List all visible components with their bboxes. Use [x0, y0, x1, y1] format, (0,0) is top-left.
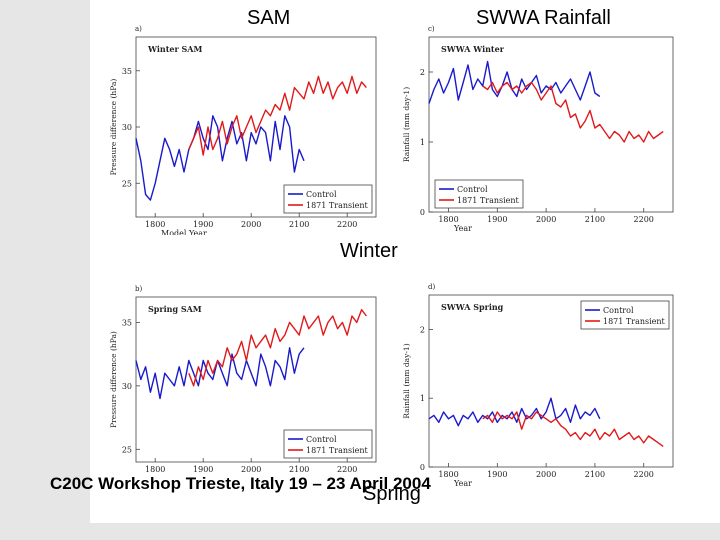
y-tick-label: 30	[122, 123, 132, 132]
heading-swwa-rainfall: SWWA Rainfall	[476, 7, 611, 29]
series-line-control	[428, 397, 601, 427]
y-tick-label: 2	[420, 325, 425, 334]
y-tick-label: 25	[122, 179, 132, 188]
x-tick-label: 1800	[438, 470, 458, 479]
x-tick-label: 2000	[241, 220, 261, 229]
plot-frame	[428, 36, 674, 213]
y-tick-label: 35	[122, 318, 132, 327]
footer-workshop: C20C Workshop Trieste, Italy 19 – 23 Apr…	[50, 474, 431, 493]
x-tick-label: 2200	[337, 465, 357, 474]
legend-box	[283, 429, 373, 459]
legend-entry: Control	[306, 190, 337, 199]
plot-frame	[135, 296, 377, 463]
x-tick-label: 2100	[585, 470, 605, 479]
legend-box	[434, 179, 524, 209]
y-tick-label: 2	[420, 68, 425, 77]
legend-entry: Control	[457, 185, 488, 194]
chart-title: SWWA Winter	[441, 44, 505, 54]
x-tick-label: 1900	[193, 220, 213, 229]
series-line-control	[135, 347, 305, 400]
x-tick-label: 2100	[289, 465, 309, 474]
x-tick-label: 1800	[145, 465, 165, 474]
y-axis-label: Pressure difference (hPa)	[109, 331, 118, 428]
y-tick-label: 1	[420, 394, 425, 403]
heading-spring: Spring	[363, 483, 421, 505]
panel-label: b)	[135, 285, 142, 293]
chart-title: SWWA Spring	[441, 302, 504, 312]
y-tick-label: 1	[420, 138, 425, 147]
y-axis-label: Rainfall (mm day-1)	[402, 87, 411, 162]
chart-winter-sam: a) 1800 1900 2000 2100 2200 25 30 35 Model Year Pr…	[109, 25, 377, 235]
x-tick-label: 1900	[487, 215, 507, 224]
series-line-control	[428, 60, 601, 104]
chart-title: Winter SAM	[147, 44, 202, 54]
panel-label: c)	[428, 25, 435, 33]
y-tick-label: 35	[122, 67, 132, 76]
x-tick-label: 1900	[487, 470, 507, 479]
legend: Control 1871 Transient	[580, 300, 670, 330]
x-axis-label: Year	[453, 479, 472, 488]
slide	[90, 0, 720, 523]
x-tick-label: 2100	[585, 215, 605, 224]
legend: Control 1871 Transient	[283, 429, 373, 459]
series-line-transient	[482, 411, 664, 447]
x-tick-label: 2200	[337, 220, 357, 229]
x-axis-label: Model Year	[161, 229, 207, 235]
y-axis-label: Pressure difference (hPa)	[109, 79, 118, 176]
plot-frame	[428, 294, 674, 468]
panel-label: d)	[428, 283, 435, 291]
heading-winter: Winter	[340, 240, 398, 262]
legend-entry: 1871 Transient	[603, 317, 666, 326]
series-line-transient	[482, 81, 664, 143]
x-tick-label: 2200	[634, 470, 654, 479]
panel-label: a)	[135, 25, 142, 33]
y-tick-label: 30	[122, 382, 132, 391]
legend-box	[580, 300, 670, 330]
y-tick-label: 0	[420, 463, 425, 472]
x-tick-label: 1900	[193, 465, 213, 474]
legend: Control 1871 Transient	[283, 184, 373, 214]
chart-swwa-winter: c) 1800 1900 2000 2100 2200 0 1 2 Year Rainfall (m…	[402, 25, 674, 233]
x-tick-label: 1800	[145, 220, 165, 229]
x-tick-label: 1800	[438, 215, 458, 224]
legend-entry: 1871 Transient	[457, 196, 520, 205]
legend-entry: 1871 Transient	[306, 446, 369, 455]
x-tick-label: 2000	[536, 470, 556, 479]
x-axis-label: Year	[453, 224, 472, 233]
legend-box	[283, 184, 373, 214]
legend-entry: Control	[603, 306, 634, 315]
series-line-control	[135, 115, 305, 201]
legend-entry: 1871 Transient	[306, 201, 369, 210]
y-axis-label: Rainfall (mm day-1)	[402, 343, 411, 418]
x-tick-label: 2000	[536, 215, 556, 224]
legend: Control 1871 Transient	[434, 179, 524, 209]
series-line-transient	[188, 309, 367, 387]
chart-spring-sam: b) 1800 1900 2000 2100 2200 25 30 35 Pressure dif…	[109, 285, 377, 474]
chart-swwa-spring: d) 1800 1900 2000 2100 2200 0 1 2 Year Rainfall (m…	[402, 283, 674, 488]
y-tick-label: 25	[122, 445, 132, 454]
chart-title: Spring SAM	[148, 304, 202, 314]
y-tick-label: 0	[420, 208, 425, 217]
x-tick-label: 2000	[241, 465, 261, 474]
series-line-transient	[188, 75, 367, 156]
x-tick-label: 2200	[634, 215, 654, 224]
x-tick-label: 2100	[289, 220, 309, 229]
legend-entry: Control	[306, 435, 337, 444]
heading-sam: SAM	[247, 7, 291, 29]
